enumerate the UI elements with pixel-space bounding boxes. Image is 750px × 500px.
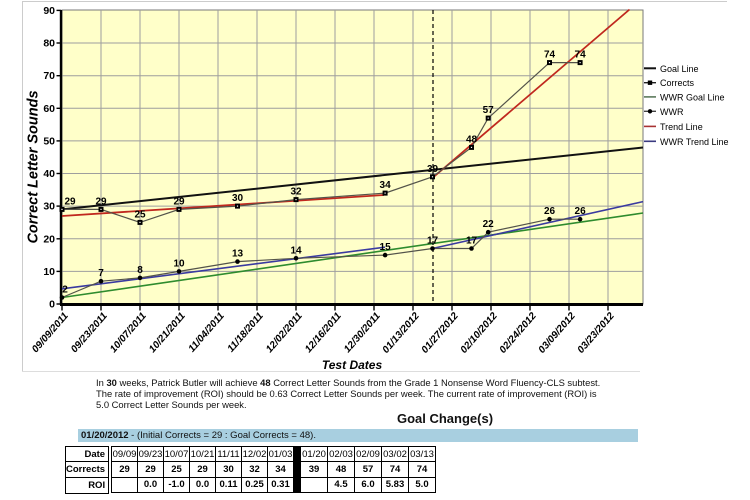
svg-text:Correct Letter Sounds: Correct Letter Sounds bbox=[26, 90, 42, 243]
svg-text:03/23/2012: 03/23/2012 bbox=[576, 310, 617, 355]
svg-text:10: 10 bbox=[43, 266, 55, 278]
svg-text:0: 0 bbox=[49, 299, 55, 311]
svg-text:2: 2 bbox=[62, 285, 68, 296]
svg-text:29: 29 bbox=[95, 196, 107, 207]
svg-text:30: 30 bbox=[43, 201, 55, 213]
svg-text:34: 34 bbox=[380, 180, 392, 191]
svg-text:26: 26 bbox=[575, 206, 587, 217]
svg-text:40: 40 bbox=[43, 168, 55, 180]
svg-text:11/04/2011: 11/04/2011 bbox=[187, 310, 227, 354]
svg-text:80: 80 bbox=[43, 38, 55, 50]
svg-text:11/18/2011: 11/18/2011 bbox=[226, 310, 266, 354]
svg-text:22: 22 bbox=[483, 219, 495, 230]
svg-text:70: 70 bbox=[43, 70, 55, 82]
svg-text:13: 13 bbox=[232, 249, 244, 260]
svg-text:8: 8 bbox=[137, 265, 143, 276]
svg-text:WWR Goal Line: WWR Goal Line bbox=[660, 92, 725, 102]
svg-text:Test Dates: Test Dates bbox=[322, 358, 383, 372]
svg-text:12/30/2011: 12/30/2011 bbox=[342, 310, 383, 355]
svg-text:09/23/2011: 09/23/2011 bbox=[69, 310, 110, 355]
svg-text:20: 20 bbox=[43, 233, 55, 245]
svg-text:48: 48 bbox=[466, 134, 478, 145]
svg-text:01/27/2012: 01/27/2012 bbox=[420, 310, 461, 355]
svg-text:25: 25 bbox=[134, 209, 146, 220]
svg-text:50: 50 bbox=[43, 135, 55, 147]
svg-text:26: 26 bbox=[544, 206, 556, 217]
svg-text:17: 17 bbox=[466, 236, 478, 247]
svg-text:14: 14 bbox=[290, 245, 302, 256]
svg-text:29: 29 bbox=[173, 196, 185, 207]
svg-text:74: 74 bbox=[544, 50, 556, 61]
svg-text:09/09/2011: 09/09/2011 bbox=[30, 310, 71, 355]
svg-text:10/21/2011: 10/21/2011 bbox=[147, 310, 188, 355]
svg-text:WWR Trend Line: WWR Trend Line bbox=[660, 137, 729, 147]
svg-text:30: 30 bbox=[232, 193, 244, 204]
svg-text:12/16/2011: 12/16/2011 bbox=[303, 310, 344, 355]
svg-text:03/09/2012: 03/09/2012 bbox=[537, 310, 578, 355]
svg-text:02/24/2012: 02/24/2012 bbox=[498, 310, 539, 355]
svg-text:57: 57 bbox=[483, 105, 495, 116]
svg-text:32: 32 bbox=[290, 187, 302, 198]
svg-text:WWR: WWR bbox=[660, 107, 684, 117]
svg-text:29: 29 bbox=[64, 196, 76, 207]
svg-text:39: 39 bbox=[427, 164, 439, 175]
svg-text:Corrects: Corrects bbox=[660, 78, 695, 88]
svg-text:Goal Line: Goal Line bbox=[660, 64, 699, 74]
svg-text:02/10/2012: 02/10/2012 bbox=[459, 310, 500, 355]
svg-text:15: 15 bbox=[380, 242, 392, 253]
svg-text:01/13/2012: 01/13/2012 bbox=[381, 310, 422, 355]
svg-text:12/02/2011: 12/02/2011 bbox=[264, 310, 305, 355]
svg-text:60: 60 bbox=[43, 103, 55, 115]
svg-text:10/07/2011: 10/07/2011 bbox=[108, 310, 149, 355]
svg-text:90: 90 bbox=[43, 5, 55, 17]
svg-text:Trend Line: Trend Line bbox=[660, 122, 703, 132]
svg-text:10: 10 bbox=[173, 258, 185, 269]
svg-text:17: 17 bbox=[427, 236, 439, 247]
svg-text:7: 7 bbox=[98, 268, 104, 279]
svg-text:74: 74 bbox=[575, 50, 587, 61]
